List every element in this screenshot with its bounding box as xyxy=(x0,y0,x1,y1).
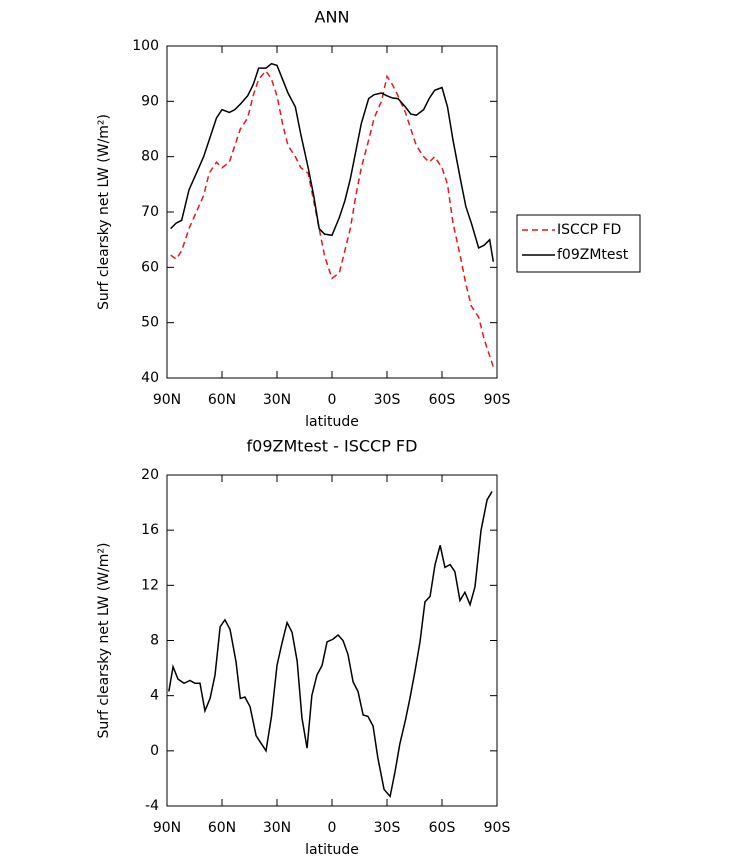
y-tick-label: 80 xyxy=(141,149,159,165)
data-line xyxy=(170,69,495,368)
y-tick-label: 60 xyxy=(141,259,159,275)
x-tick-label: 30N xyxy=(263,820,291,836)
data-line xyxy=(170,62,495,262)
x-tick-label: 90N xyxy=(153,392,181,408)
chart-title: f09ZMtest - ISCCP FD xyxy=(247,437,418,456)
x-tick-label: 60S xyxy=(429,392,456,408)
y-tick-label: 70 xyxy=(141,204,159,220)
plot-frame xyxy=(166,474,498,807)
y-axis-label: Surf clearsky net LW (W/m²) xyxy=(96,542,112,738)
x-tick-label: 90N xyxy=(153,820,181,836)
x-tick-label: 30S xyxy=(374,820,401,836)
x-tick-label: 30S xyxy=(374,392,401,408)
x-tick-label: 60S xyxy=(429,820,456,836)
y-tick-label: 16 xyxy=(141,522,159,538)
y-tick-label: 8 xyxy=(150,633,159,649)
y-tick-label: 50 xyxy=(141,315,159,331)
x-tick-label: 90S xyxy=(484,820,511,836)
y-tick-label: 4 xyxy=(150,688,159,704)
y-tick-label: 40 xyxy=(141,370,159,386)
x-tick-label: 0 xyxy=(328,820,337,836)
y-tick-label: 90 xyxy=(141,93,159,109)
chart-title: ANN xyxy=(315,8,350,27)
x-axis-label: latitude xyxy=(305,842,359,858)
x-tick-label: 30N xyxy=(263,392,291,408)
y-tick-label: -4 xyxy=(145,798,159,814)
x-tick-label: 60N xyxy=(208,820,236,836)
legend-label: ISCCP FD xyxy=(557,222,621,238)
x-tick-label: 60N xyxy=(208,392,236,408)
y-tick-label: 0 xyxy=(150,743,159,759)
y-tick-label: 12 xyxy=(141,577,159,593)
legend-label: f09ZMtest xyxy=(557,247,629,263)
y-tick-label: 100 xyxy=(132,38,159,54)
y-tick-label: 20 xyxy=(141,467,159,483)
data-line xyxy=(168,491,493,798)
plot-frame xyxy=(166,45,498,379)
x-tick-label: 90S xyxy=(484,392,511,408)
y-axis-label: Surf clearsky net LW (W/m²) xyxy=(96,114,112,310)
x-tick-label: 0 xyxy=(328,392,337,408)
x-axis-label: latitude xyxy=(305,414,359,430)
legend-box xyxy=(516,214,641,273)
